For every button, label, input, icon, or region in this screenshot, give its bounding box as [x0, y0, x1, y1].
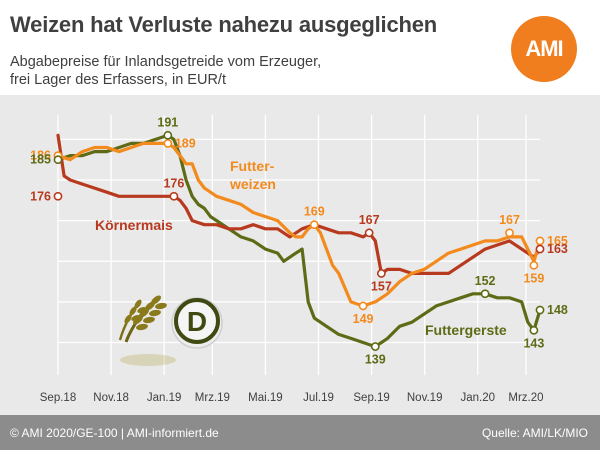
data-point-futterweizen — [505, 228, 514, 238]
wheat-icon — [118, 295, 176, 366]
data-point-koernermais — [376, 269, 386, 278]
series-label-koernermais: Körnermais — [95, 217, 173, 233]
data-point-futterweizen — [535, 236, 545, 246]
data-label-futtergerste: 139 — [365, 353, 386, 367]
data-label-futterweizen: 167 — [499, 213, 520, 227]
data-point-koernermais — [53, 191, 63, 201]
plot-background — [58, 115, 540, 375]
series-line-futterweizen — [56, 141, 542, 308]
data-label-koernermais: 157 — [371, 279, 392, 293]
data-point-futtergerste — [53, 155, 63, 165]
x-tick-label: Sep.19 — [353, 392, 389, 404]
ami-logo: AMI — [511, 16, 577, 82]
data-label-futtergerste: 191 — [157, 115, 178, 129]
data-point-futterweizen — [309, 220, 319, 230]
data-point-koernermais — [364, 228, 374, 238]
ami-logo-text: AMI — [525, 36, 563, 61]
x-tick-label: Jan.20 — [461, 392, 496, 404]
data-labels: 186 189 169 149 167 159 165 176 176 167 157 163 185 1… — [30, 115, 568, 366]
series-label-futterweizen-line2: weizen — [229, 176, 276, 192]
x-tick-label: Nov.19 — [407, 392, 443, 404]
data-label-koernermais: 176 — [163, 176, 184, 190]
x-tick-label: Jan.19 — [147, 392, 182, 404]
data-label-futtergerste: 185 — [30, 153, 51, 167]
series-line-futtergerste — [56, 133, 542, 349]
series-labels: Futter-weizen Körnermais Futtergerste — [95, 158, 507, 338]
data-point-futtergerste — [529, 325, 539, 335]
data-label-futtergerste: 143 — [523, 336, 544, 350]
data-point-futtergerste — [370, 342, 380, 351]
series-label-futterweizen: Futter- — [230, 158, 275, 174]
subtitle-line-2: frei Lager des Erfassers, in EUR/t — [10, 72, 226, 88]
x-tick-label: Mrz.20 — [508, 392, 543, 404]
data-label-futterweizen: 149 — [353, 312, 374, 326]
x-tick-label: Mai.19 — [248, 392, 283, 404]
data-point-futtergerste — [163, 130, 173, 140]
subtitle-line-1: Abgabepreise für Inlandsgetreide vom Erz… — [10, 54, 322, 70]
decoration: D — [118, 295, 223, 366]
data-point-futterweizen — [358, 301, 368, 311]
data-point-futtergerste — [535, 305, 545, 315]
chart-title: Weizen hat Verluste nahezu ausgeglichen — [10, 12, 438, 37]
data-point-futterweizen — [529, 260, 539, 270]
chart-area: Sep.18 Nov.18 Jan.19 Mrz.19 Mai.19 Jul.19 Sep.… — [0, 95, 600, 415]
data-point-futtergerste — [480, 289, 490, 299]
grid — [57, 115, 540, 375]
data-label-futterweizen: 169 — [304, 205, 325, 219]
data-label-koernermais: 176 — [30, 189, 51, 203]
series-line-koernermais — [56, 133, 542, 275]
x-tick-label: Jul.19 — [303, 392, 334, 404]
x-axis-ticks: Sep.18 Nov.18 Jan.19 Mrz.19 Mai.19 Jul.19 Sep.… — [40, 392, 544, 404]
data-label-futterweizen: 165 — [547, 234, 568, 248]
series-label-futtergerste: Futtergerste — [425, 322, 507, 338]
data-point-koernermais — [169, 191, 179, 201]
footer: © AMI 2020/GE-100 | AMI-informiert.de Qu… — [0, 415, 600, 450]
data-label-futterweizen: 186 — [30, 149, 51, 163]
series — [56, 133, 542, 349]
chart-header: Weizen hat Verluste nahezu ausgeglichen … — [0, 0, 600, 95]
germany-badge: D — [171, 297, 223, 349]
data-point-koernermais — [535, 244, 545, 254]
source-text: Quelle: AMI/LK/MIO — [481, 426, 588, 440]
chart-subtitle: Abgabepreise für Inlandsgetreide vom Erz… — [10, 53, 321, 89]
data-label-koernermais: 167 — [359, 213, 380, 227]
data-label-koernermais: 163 — [547, 242, 568, 256]
x-tick-label: Sep.18 — [40, 392, 76, 404]
line-chart: Sep.18 Nov.18 Jan.19 Mrz.19 Mai.19 Jul.19 Sep.… — [30, 115, 568, 404]
x-tick-label: Nov.18 — [93, 392, 129, 404]
x-tick-label: Mrz.19 — [195, 392, 230, 404]
data-label-futtergerste: 152 — [475, 274, 496, 288]
data-label-futterweizen: 189 — [175, 136, 196, 150]
germany-badge-letter: D — [187, 306, 207, 337]
data-point-futterweizen — [163, 139, 173, 148]
data-label-futterweizen: 159 — [523, 271, 544, 285]
data-label-futtergerste: 148 — [547, 303, 568, 317]
copyright-text: © AMI 2020/GE-100 | AMI-informiert.de — [10, 426, 219, 440]
